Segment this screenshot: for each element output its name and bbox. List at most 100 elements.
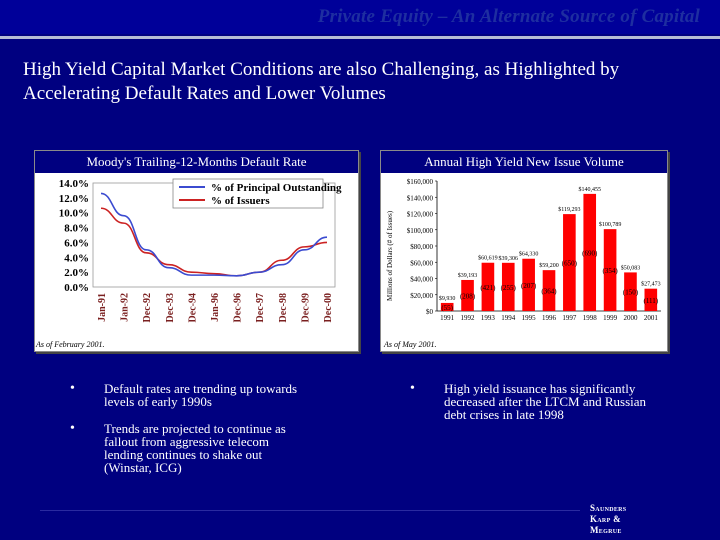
y-tick-label: $140,000 — [407, 194, 434, 202]
bullet-text: Default rates are trending up towards le… — [104, 381, 298, 409]
x-tick-label: 1996 — [542, 314, 557, 322]
bar-issue-count: (364) — [541, 288, 557, 296]
y-tick-label: $120,000 — [407, 211, 434, 219]
x-tick-label: 1997 — [562, 314, 577, 322]
x-tick-label: 1999 — [603, 314, 618, 322]
bullet-icon: • — [70, 381, 75, 396]
series-line-principal — [100, 192, 328, 277]
bar — [583, 193, 597, 311]
bar-value-label: $50,083 — [621, 264, 641, 271]
bar — [644, 288, 658, 311]
bullet-text: High yield issuance has significantly de… — [444, 381, 647, 422]
bar — [522, 258, 535, 311]
bar — [481, 262, 495, 311]
y-tick-label: 8.0% — [64, 223, 89, 235]
bullet-icon: • — [70, 421, 75, 436]
bullet-item: • Default rates are trending up towards l… — [70, 381, 310, 409]
bar-value-label: $64,330 — [519, 251, 539, 258]
y-tick-label: 14.0% — [59, 178, 89, 190]
legend-label-issuers: % of Issuers — [211, 195, 270, 207]
default-rate-chart: 14.0% 12.0% 10.0% 8.0% 6.0% 4.0% 2.0% 0.0% Jan-… — [35, 173, 358, 351]
bar-issue-count: (111) — [643, 297, 658, 305]
logo-line: Saunders — [590, 503, 627, 513]
default-rate-note: As of February 2001. — [36, 340, 105, 349]
series-line-issuers — [100, 207, 328, 277]
bar-value-label: $140,455 — [578, 186, 601, 193]
y-tick-label: $40,000 — [410, 276, 433, 284]
x-tick-label: 2001 — [644, 314, 659, 322]
x-tick-label: Jan-92 — [120, 293, 131, 322]
y-tick-label: 4.0% — [64, 252, 89, 264]
x-tick-label: Jan-96 — [210, 293, 221, 322]
chart-legend: % of Principal Outstanding % of Issuers — [172, 178, 342, 209]
bar — [461, 279, 474, 311]
header-bar: Private Equity – An Alternate Source of … — [0, 0, 720, 36]
logo-line: Karp & — [590, 514, 621, 524]
bar-value-label: $59,200 — [539, 262, 559, 269]
x-tick-label: 1995 — [522, 314, 537, 322]
y-axis-label: Millions of Dollars (# of Issues) — [386, 210, 394, 301]
header-title: Private Equity – An Alternate Source of … — [317, 6, 700, 27]
header-band — [0, 0, 720, 34]
y-tick-label: 6.0% — [64, 237, 89, 249]
x-tick-label: 1993 — [481, 314, 496, 322]
x-tick-label: 2000 — [623, 314, 638, 322]
x-tick-label: Dec-94 — [187, 293, 198, 322]
default-rate-panel: Moody's Trailing-12-Months Default Rate … — [34, 150, 359, 352]
footer-rule — [40, 510, 580, 511]
bullet-text: Trends are projected to continue as fall… — [104, 421, 286, 475]
bar-value-label: $39,306 — [499, 255, 519, 262]
y-tick-label: 0.0% — [64, 282, 89, 294]
bullet-item: • High yield issuance has significantly d… — [410, 381, 670, 422]
bar-value-label: $119,293 — [558, 206, 580, 213]
x-tick-label: 1998 — [583, 314, 598, 322]
y-tick-label: 2.0% — [64, 267, 89, 279]
y-tick-label: $80,000 — [410, 243, 433, 251]
x-tick-label: Dec-93 — [165, 293, 176, 322]
y-tick-label: $0 — [426, 308, 434, 316]
x-tick-label: 1992 — [461, 314, 476, 322]
bar-issue-count: (421) — [480, 284, 496, 292]
bar-issue-count: (650) — [562, 260, 578, 268]
bullet-item: • Trends are projected to continue as fal… — [70, 421, 310, 475]
issue-volume-note: As of May 2001. — [384, 340, 437, 349]
y-tick-label: 10.0% — [59, 208, 89, 220]
x-tick-label: Dec-99 — [300, 293, 311, 322]
header-rule — [0, 36, 720, 39]
company-logo: Saunders Karp & Megrue — [590, 503, 626, 536]
x-tick-label: 1991 — [440, 314, 455, 322]
y-tick-label: 12.0% — [59, 193, 89, 205]
bar — [542, 270, 556, 311]
legend-box — [172, 178, 324, 209]
x-tick-label: Dec-96 — [233, 293, 244, 322]
bar-value-label: $27,473 — [641, 281, 661, 288]
issue-volume-chart: Millions of Dollars (# of Issues) $160,0… — [381, 173, 667, 351]
x-tick-label: Dec-98 — [278, 293, 289, 322]
page-title: High Yield Capital Market Conditions are… — [23, 59, 620, 104]
bar — [563, 214, 576, 311]
bar-issue-count: (690) — [582, 249, 598, 257]
y-tick-label: $100,000 — [407, 227, 434, 235]
y-tick-label: $60,000 — [410, 259, 433, 267]
y-tick-label: $20,000 — [410, 292, 433, 300]
y-tick-label: $160,000 — [407, 178, 434, 186]
bar-value-label: $60,619 — [478, 255, 498, 262]
bar — [440, 302, 454, 311]
bar — [624, 272, 637, 311]
legend-label-principal: % of Principal Outstanding — [211, 182, 342, 194]
issue-volume-panel: Annual High Yield New Issue Volume Milli… — [380, 150, 668, 352]
x-tick-label: Dec-00 — [323, 293, 334, 322]
bar-issue-count: (208) — [460, 292, 476, 300]
x-tick-label: Dec-92 — [142, 293, 153, 322]
default-rate-panel-title: Moody's Trailing-12-Months Default Rate — [35, 151, 358, 173]
bar — [501, 262, 515, 311]
bar-issue-count: (150) — [623, 289, 639, 297]
issue-volume-panel-title: Annual High Yield New Issue Volume — [381, 151, 667, 173]
x-tick-label: Jan-91 — [97, 293, 108, 322]
bar-issue-count: (207) — [521, 282, 537, 290]
x-tick-label: 1994 — [501, 314, 516, 322]
x-tick-label: Dec-97 — [255, 293, 266, 322]
left-bullet-list: • Default rates are trending up towards l… — [70, 382, 310, 488]
bar — [603, 229, 617, 311]
bar-issue-count: (354) — [603, 267, 619, 275]
